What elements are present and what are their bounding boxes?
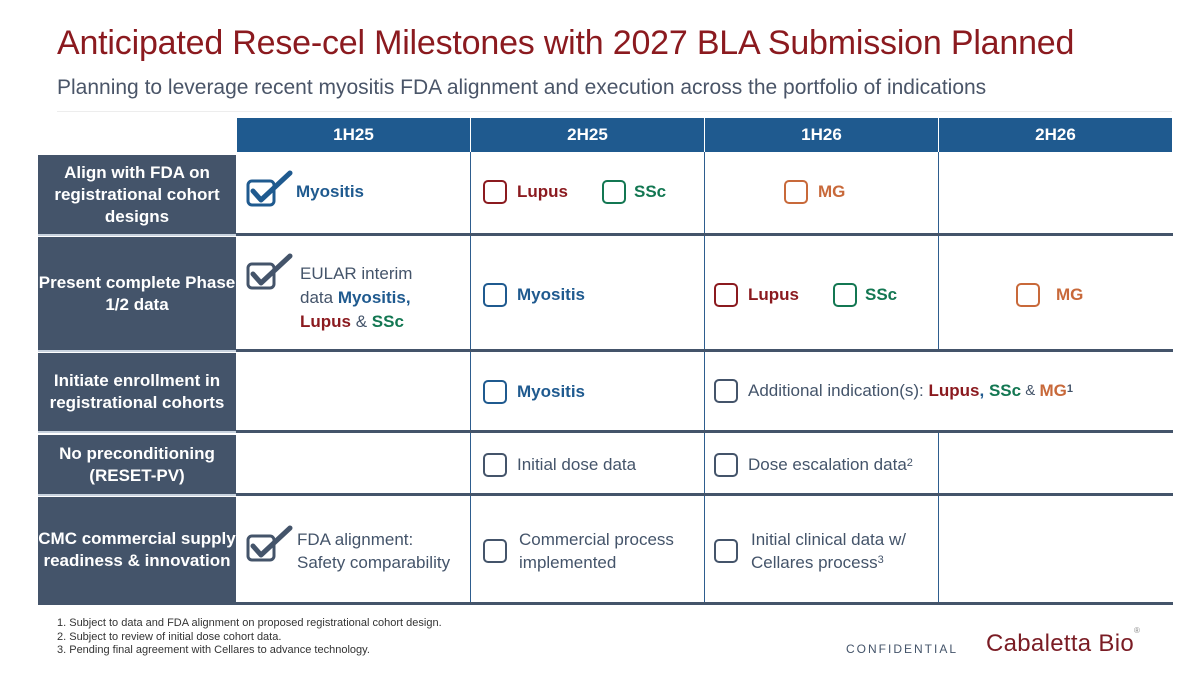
indication-myositis: Myositis bbox=[296, 182, 365, 201]
indication-myositis: Myositis, bbox=[337, 288, 411, 307]
additional-indications-label: Additional indication(s): bbox=[748, 381, 929, 400]
fda-alignment-text: FDA alignment: bbox=[297, 530, 414, 549]
footnote-3: 3. Pending final agreement with Cellares… bbox=[57, 644, 370, 656]
row-separator-light bbox=[38, 350, 236, 352]
column-header-2h25: 2H25 bbox=[471, 118, 704, 152]
comma: , bbox=[979, 381, 985, 400]
safety-comparability-text: Safety comparability bbox=[297, 553, 451, 572]
column-header-1h25: 1H25 bbox=[237, 118, 470, 152]
cell-r2-1h26: Lupus SSc bbox=[714, 281, 897, 309]
initial-dose-data-text: Initial dose data bbox=[517, 455, 637, 474]
column-header-1h26: 1H26 bbox=[705, 118, 938, 152]
footnote-ref-3: 3 bbox=[877, 554, 884, 566]
indication-ssc: SSc bbox=[865, 285, 898, 304]
row-label-cmc: CMC commercial supply readiness & innova… bbox=[38, 497, 236, 603]
unchecked-checkbox-icon[interactable] bbox=[714, 539, 738, 563]
indication-ssc: SSc bbox=[634, 182, 667, 201]
cell-r4-1h26: Dose escalation data 2 bbox=[714, 451, 913, 479]
row-separator-light bbox=[38, 494, 236, 496]
cell-r2-2h26: MG bbox=[1016, 281, 1083, 309]
indication-lupus: Lupus bbox=[300, 312, 351, 331]
title-divider bbox=[57, 111, 1172, 112]
indication-mg: MG bbox=[1056, 285, 1084, 304]
column-divider bbox=[938, 433, 939, 603]
column-divider bbox=[704, 118, 705, 152]
unchecked-checkbox-icon[interactable] bbox=[714, 379, 738, 403]
indication-lupus: Lupus bbox=[928, 381, 980, 400]
checked-checkbox-icon bbox=[246, 525, 293, 562]
row-label-phase-data: Present complete Phase 1/2 data bbox=[38, 237, 236, 350]
unchecked-checkbox-icon[interactable] bbox=[784, 180, 808, 204]
row-separator-light bbox=[38, 234, 236, 236]
row-separator bbox=[38, 493, 1173, 496]
cell-r1-2h25: Lupus SSc bbox=[483, 178, 666, 206]
unchecked-checkbox-icon[interactable] bbox=[833, 283, 857, 307]
unchecked-checkbox-icon[interactable] bbox=[483, 180, 507, 204]
row-separator bbox=[38, 349, 1173, 352]
checked-checkbox-icon bbox=[246, 170, 293, 209]
indication-myositis: Myositis bbox=[517, 285, 586, 304]
commercial-process-text: Commercial process bbox=[519, 530, 674, 549]
column-divider bbox=[470, 152, 471, 603]
footnote-1: 1. Subject to data and FDA alignment on … bbox=[57, 617, 442, 629]
implemented-text: implemented bbox=[519, 553, 617, 572]
ampersand: & bbox=[351, 312, 372, 331]
unchecked-checkbox-icon[interactable] bbox=[483, 539, 507, 563]
unchecked-checkbox-icon[interactable] bbox=[714, 283, 738, 307]
cell-r2-2h25: Myositis bbox=[483, 281, 585, 309]
dose-escalation-text: Dose escalation data bbox=[748, 455, 907, 474]
row-label-initiate-enrollment: Initiate enrollment in registrational co… bbox=[38, 353, 236, 431]
checked-checkbox-icon bbox=[246, 253, 293, 290]
cell-r1-1h26: MG bbox=[784, 178, 845, 206]
indication-ssc: SSc bbox=[371, 312, 404, 331]
registered-mark: ® bbox=[1134, 626, 1141, 635]
page-subtitle: Planning to leverage recent myositis FDA… bbox=[57, 76, 987, 99]
indication-lupus: Lupus bbox=[748, 285, 799, 304]
footnotes: 1. Subject to data and FDA alignment on … bbox=[57, 617, 442, 658]
column-divider bbox=[704, 152, 705, 603]
cell-r1-1h25: Myositis bbox=[246, 170, 365, 212]
eular-text-prefix: data bbox=[300, 288, 338, 307]
indication-mg: MG bbox=[818, 182, 846, 201]
eular-text-line1: EULAR interim bbox=[300, 264, 413, 283]
footnote-ref-2: 2 bbox=[906, 457, 913, 469]
table-bottom-border bbox=[38, 602, 1173, 605]
indication-lupus: Lupus bbox=[517, 182, 568, 201]
row-separator-light bbox=[38, 431, 236, 433]
footnote-2: 2. Subject to review of initial dose coh… bbox=[57, 630, 282, 643]
unchecked-checkbox-icon[interactable] bbox=[714, 453, 738, 477]
indication-ssc: SSc bbox=[988, 381, 1022, 400]
page-title: Anticipated Rese-cel Milestones with 202… bbox=[57, 24, 1075, 62]
ampersand: & bbox=[1021, 382, 1040, 399]
company-logo: Cabaletta Bio® bbox=[986, 626, 1140, 658]
column-divider bbox=[938, 152, 939, 352]
unchecked-checkbox-icon[interactable] bbox=[483, 380, 507, 404]
row-separator bbox=[38, 233, 1173, 236]
row-label-no-preconditioning: No preconditioning (RESET-PV) bbox=[38, 435, 236, 494]
unchecked-checkbox-icon[interactable] bbox=[483, 283, 507, 307]
cell-r3-2h25: Myositis bbox=[483, 378, 585, 406]
indication-mg: MG bbox=[1039, 381, 1067, 400]
cell-r3-1h26-2h26: Additional indication(s): Lupus, SSc & M… bbox=[714, 377, 1073, 405]
indication-myositis: Myositis bbox=[517, 382, 586, 401]
column-divider bbox=[938, 118, 939, 152]
row-separator bbox=[38, 430, 1173, 433]
cell-r4-2h25: Initial dose data bbox=[483, 451, 636, 479]
logo-text: Cabaletta Bio bbox=[986, 630, 1134, 657]
row-label-align-fda: Align with FDA on registrational cohort … bbox=[38, 155, 236, 234]
column-header-2h26: 2H26 bbox=[939, 118, 1172, 152]
cellares-process-text: Cellares process bbox=[751, 553, 878, 572]
unchecked-checkbox-icon[interactable] bbox=[483, 453, 507, 477]
unchecked-checkbox-icon[interactable] bbox=[602, 180, 626, 204]
confidential-label: CONFIDENTIAL bbox=[846, 642, 959, 656]
footnote-ref-1: 1 bbox=[1066, 383, 1073, 395]
unchecked-checkbox-icon[interactable] bbox=[1016, 283, 1040, 307]
initial-clinical-data-text: Initial clinical data w/ bbox=[751, 530, 906, 549]
